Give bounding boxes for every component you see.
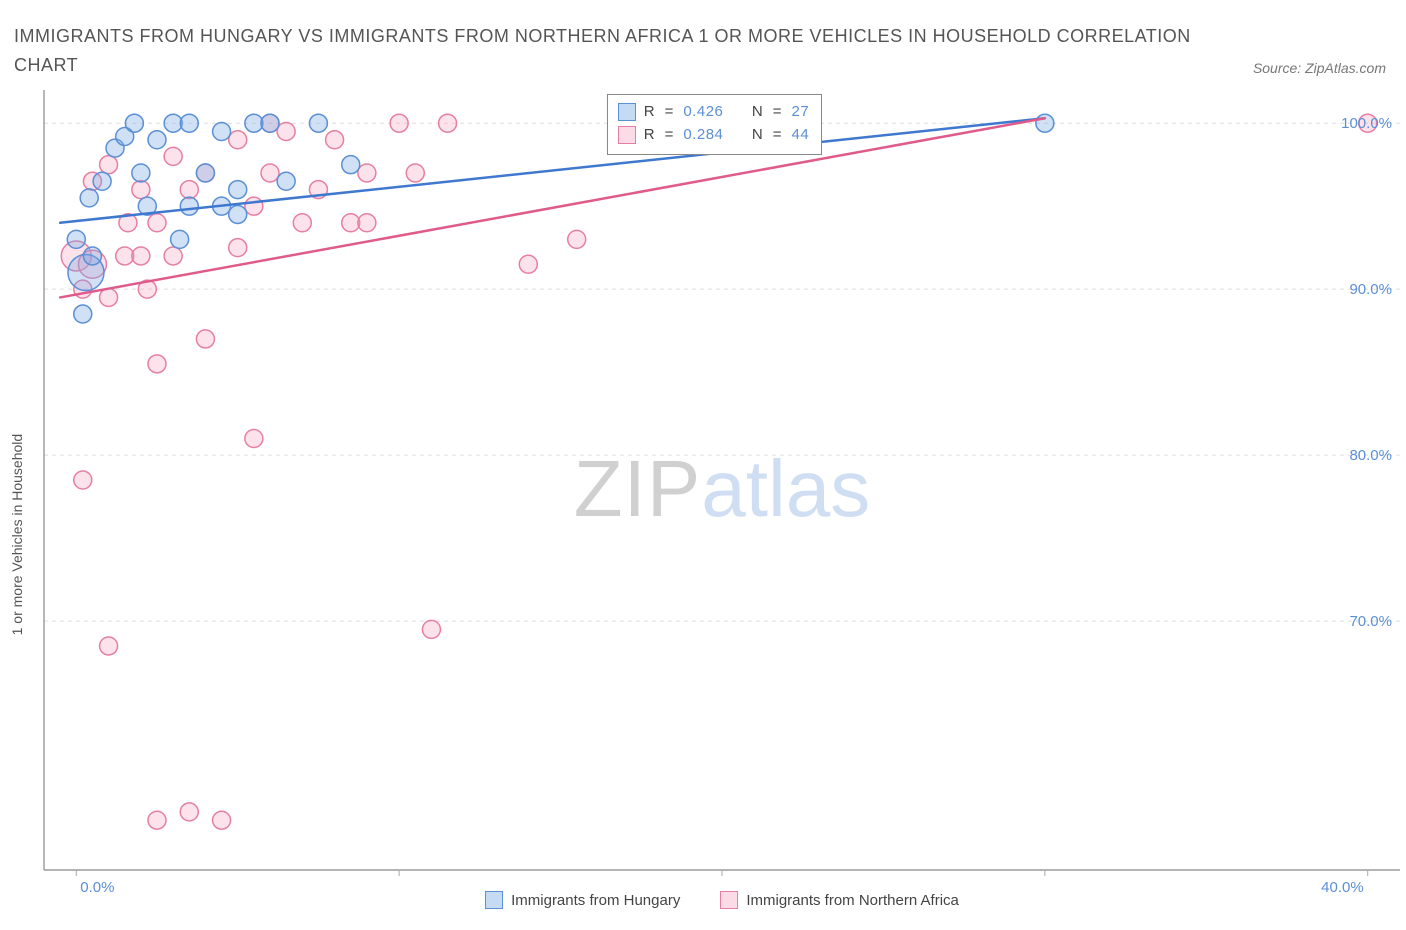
data-point-nafrica [293, 214, 311, 232]
data-point-hungary [148, 131, 166, 149]
data-point-nafrica [196, 330, 214, 348]
key-n-label: N [752, 124, 763, 147]
data-point-hungary [80, 189, 98, 207]
scatter-plot-svg: 70.0%80.0%90.0%100.0%1 or more Vehicles … [44, 90, 1400, 870]
data-point-nafrica [358, 214, 376, 232]
data-point-hungary [245, 114, 263, 132]
data-point-hungary [83, 247, 101, 265]
correlation-key-box: R=0.426 N= 27R=0.284 N= 44 [607, 94, 822, 155]
data-point-hungary [171, 230, 189, 248]
data-point-hungary [196, 164, 214, 182]
data-point-hungary [229, 205, 247, 223]
data-point-nafrica [148, 355, 166, 373]
key-r-value-nafrica: 0.284 [683, 124, 723, 147]
data-point-nafrica [229, 239, 247, 257]
data-point-hungary [74, 305, 92, 323]
key-row-hungary: R=0.426 N= 27 [618, 101, 809, 124]
data-point-hungary [261, 114, 279, 132]
data-point-nafrica [245, 197, 263, 215]
key-row-nafrica: R=0.284 N= 44 [618, 124, 809, 147]
key-n-value-nafrica: 44 [792, 124, 810, 147]
data-point-hungary [125, 114, 143, 132]
data-point-hungary [277, 172, 295, 190]
data-point-hungary [229, 181, 247, 199]
key-r-value-hungary: 0.426 [683, 101, 723, 124]
data-point-nafrica [261, 164, 279, 182]
data-point-hungary [180, 114, 198, 132]
data-point-nafrica [519, 255, 537, 273]
key-swatch-nafrica [618, 126, 636, 144]
chart-title: IMMIGRANTS FROM HUNGARY VS IMMIGRANTS FR… [14, 22, 1206, 80]
y-tick-label: 80.0% [1349, 447, 1392, 464]
y-tick-label: 90.0% [1349, 281, 1392, 298]
data-point-nafrica [406, 164, 424, 182]
y-tick-label: 70.0% [1349, 613, 1392, 630]
data-point-nafrica [277, 122, 295, 140]
data-point-hungary [309, 114, 327, 132]
legend-swatch-hungary [485, 891, 503, 909]
data-point-nafrica [439, 114, 457, 132]
bottom-legend: Immigrants from Hungary Immigrants from N… [44, 880, 1400, 920]
data-point-hungary [180, 197, 198, 215]
legend-swatch-nafrica [720, 891, 738, 909]
legend-item-nafrica: Immigrants from Northern Africa [720, 891, 959, 909]
data-point-hungary [1036, 114, 1054, 132]
data-point-nafrica [132, 181, 150, 199]
data-point-nafrica [148, 811, 166, 829]
data-point-nafrica [148, 214, 166, 232]
data-point-hungary [132, 164, 150, 182]
y-tick-label: 100.0% [1341, 115, 1392, 132]
data-point-nafrica [422, 620, 440, 638]
data-point-nafrica [164, 247, 182, 265]
data-point-nafrica [326, 131, 344, 149]
data-point-nafrica [116, 247, 134, 265]
y-axis-title: 1 or more Vehicles in Household [9, 434, 25, 636]
data-point-nafrica [213, 811, 231, 829]
data-point-nafrica [180, 181, 198, 199]
data-point-hungary [164, 114, 182, 132]
legend-label-nafrica: Immigrants from Northern Africa [746, 892, 959, 909]
data-point-hungary [93, 172, 111, 190]
data-point-hungary [213, 122, 231, 140]
data-point-nafrica [245, 430, 263, 448]
legend-label-hungary: Immigrants from Hungary [511, 892, 680, 909]
key-swatch-hungary [618, 103, 636, 121]
data-point-nafrica [100, 288, 118, 306]
key-r-label: R [644, 124, 655, 147]
key-n-label: N [752, 101, 763, 124]
data-point-nafrica [74, 471, 92, 489]
data-point-hungary [342, 156, 360, 174]
legend-item-hungary: Immigrants from Hungary [485, 891, 680, 909]
data-point-nafrica [342, 214, 360, 232]
data-point-nafrica [358, 164, 376, 182]
key-r-label: R [644, 101, 655, 124]
key-n-value-hungary: 27 [792, 101, 810, 124]
data-point-nafrica [390, 114, 408, 132]
data-point-nafrica [100, 156, 118, 174]
data-point-nafrica [164, 147, 182, 165]
data-point-nafrica [568, 230, 586, 248]
data-point-nafrica [132, 247, 150, 265]
data-point-nafrica [229, 131, 247, 149]
chart-area: 70.0%80.0%90.0%100.0%1 or more Vehicles … [44, 90, 1400, 870]
data-point-hungary [67, 230, 85, 248]
source-attribution: Source: ZipAtlas.com [1253, 60, 1386, 76]
data-point-nafrica [100, 637, 118, 655]
data-point-nafrica [180, 803, 198, 821]
